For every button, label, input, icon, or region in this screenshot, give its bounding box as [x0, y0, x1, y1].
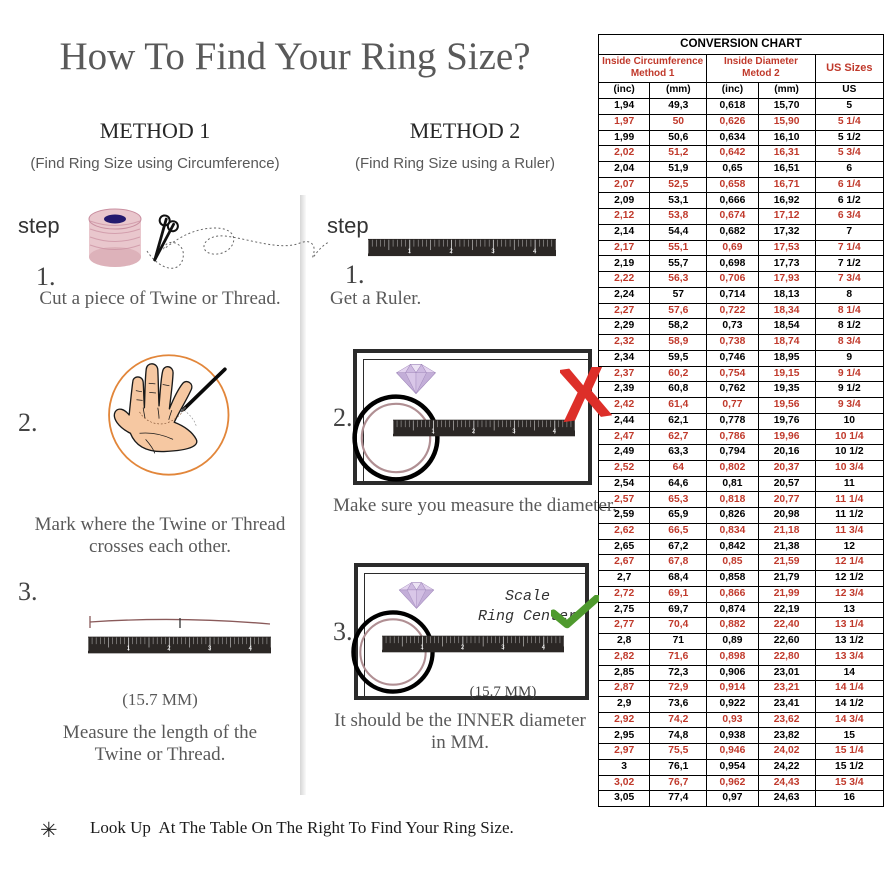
svg-text:X: X	[560, 367, 612, 435]
